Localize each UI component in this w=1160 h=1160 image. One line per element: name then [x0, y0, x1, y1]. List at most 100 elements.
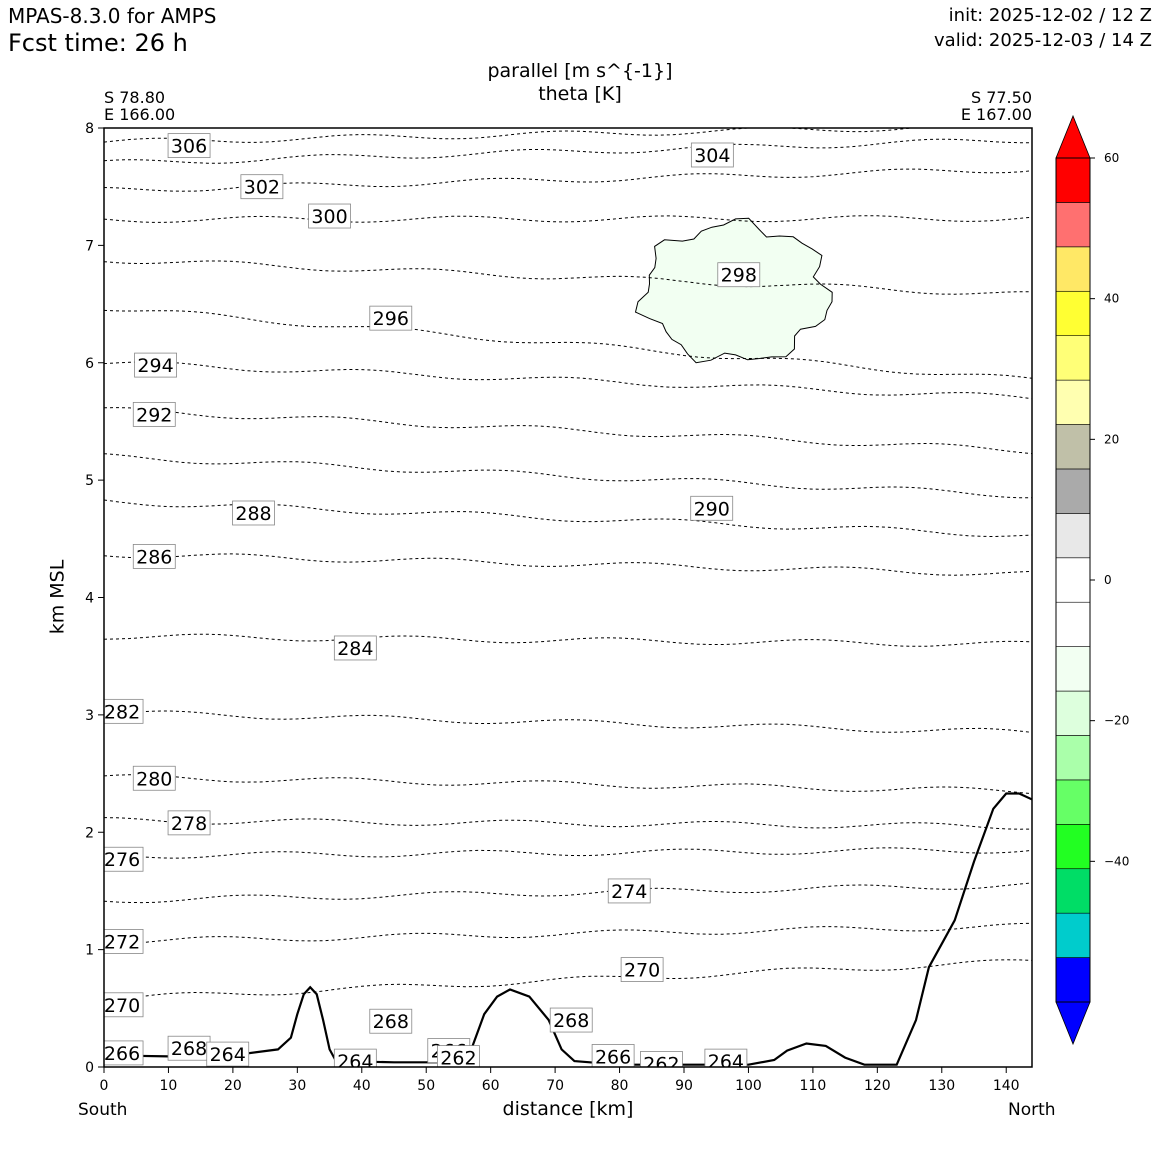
theta-label-box	[369, 305, 413, 331]
colorbar-tick-label: 40	[1104, 292, 1119, 306]
theta-label-box	[308, 203, 351, 229]
left-point-lat: S 78.80	[104, 88, 166, 107]
colorbar-segment	[1055, 868, 1091, 914]
theta-label-box	[690, 495, 734, 521]
colorbar-segment	[1055, 912, 1091, 958]
theta-label-box	[104, 929, 144, 954]
x-axis-label: distance [km]	[502, 1098, 634, 1120]
y-tick-label: 8	[85, 121, 94, 137]
theta-label-box	[704, 1048, 748, 1067]
theta-contour-302	[104, 168, 1032, 192]
colorbar-segment	[1055, 157, 1091, 203]
theta-label-box	[640, 1051, 683, 1067]
theta-contour-294	[104, 361, 1032, 400]
right-point-lon: E 167.00	[960, 105, 1032, 124]
colorbar-segment	[1055, 379, 1091, 425]
theta-contour-284	[104, 633, 1032, 647]
south-label: South	[78, 1100, 128, 1120]
colorbar-segment	[1055, 335, 1091, 381]
init-time: init: 2025-12-02 / 12 Z	[948, 5, 1152, 26]
theta-label: 292	[136, 404, 172, 426]
theta-contour-300	[104, 215, 1032, 223]
theta-contour-278	[104, 817, 1032, 830]
theta-label: 286	[136, 546, 172, 568]
forecast-time: Fcst time: 26 h	[8, 29, 188, 57]
theta-label: 290	[694, 498, 730, 520]
theta-label: 268	[171, 1038, 207, 1060]
x-tick-label: 10	[160, 1078, 178, 1094]
theta-label-box	[104, 846, 144, 872]
theta-label-box	[104, 1040, 144, 1066]
theta-label: 264	[708, 1051, 744, 1073]
terrain-line	[104, 792, 1032, 1066]
theta-label-box	[333, 1048, 377, 1067]
x-tick-label: 90	[675, 1078, 693, 1094]
colorbar-tick-label: −40	[1104, 854, 1129, 868]
theta-label: 266	[595, 1046, 631, 1068]
y-tick-label: 6	[85, 356, 94, 372]
theta-label-box	[167, 810, 211, 836]
theta-contour-270	[104, 959, 1032, 1002]
theta-contour-286	[104, 553, 1032, 576]
theta-label-box	[591, 1044, 635, 1067]
colorbar-segment	[1055, 557, 1091, 603]
theta-label-box	[549, 1007, 593, 1033]
theta-label: 300	[311, 206, 347, 228]
x-tick-label: 140	[993, 1078, 1020, 1094]
theta-label-box	[620, 957, 664, 982]
theta-label: 268	[553, 1010, 589, 1032]
theta-label-box	[167, 133, 211, 159]
theta-label-box	[717, 262, 761, 288]
theta-contour-290	[104, 453, 1032, 499]
theta-contour-306	[104, 128, 917, 143]
x-tick-label: 0	[100, 1078, 109, 1094]
colorbar-segment	[1055, 202, 1091, 248]
x-tick-label: 40	[353, 1078, 371, 1094]
theta-label: 304	[694, 145, 730, 167]
theta-label-box	[104, 698, 144, 724]
y-tick-label: 3	[85, 708, 94, 724]
colorbar-extend-max	[1055, 114, 1091, 159]
theta-contour-298	[104, 260, 1032, 295]
theta-label: 306	[171, 136, 207, 158]
colorbar-segment	[1055, 646, 1091, 692]
theta-label-box	[132, 765, 176, 791]
y-tick-label: 5	[85, 473, 94, 489]
theta-contour-296	[104, 309, 1032, 379]
colorbar-tick-label: −20	[1104, 714, 1129, 728]
theta-label: 302	[244, 177, 280, 199]
y-tick-label: 7	[85, 238, 94, 254]
theta-contour-280	[104, 774, 1032, 795]
theta-contour-282	[104, 710, 1032, 733]
colorbar-segment	[1055, 246, 1091, 292]
colorbar-segment	[1055, 468, 1091, 514]
colorbar-segment	[1055, 957, 1091, 1003]
left-point-lon: E 166.00	[104, 105, 176, 124]
theta-label-box	[369, 1008, 413, 1034]
theta-label-box	[206, 1041, 250, 1067]
theta-label: 270	[624, 960, 660, 982]
north-label: North	[1008, 1100, 1056, 1120]
x-tick-label: 80	[611, 1078, 629, 1094]
y-tick-label: 1	[85, 943, 94, 959]
theta-contour-288	[104, 499, 1032, 538]
theta-contour-274	[104, 882, 1032, 904]
model-title: MPAS-8.3.0 for AMPS	[8, 4, 217, 28]
theta-label: 296	[373, 308, 409, 330]
theta-label: 282	[104, 701, 140, 723]
valid-time: valid: 2025-12-03 / 14 Z	[934, 30, 1152, 51]
theta-label: 268	[373, 1011, 409, 1033]
theta-label-box	[437, 1045, 480, 1067]
colorbar-segment	[1055, 424, 1091, 470]
x-tick-label: 30	[288, 1078, 306, 1094]
x-tick-label: 130	[928, 1078, 955, 1094]
theta-label-box	[690, 142, 734, 168]
theta-contour-272	[104, 922, 1032, 945]
theta-label: 280	[136, 768, 172, 790]
y-tick-label: 4	[85, 591, 94, 607]
x-tick-label: 20	[224, 1078, 242, 1094]
theta-label: 294	[137, 355, 173, 377]
chart-subtitle: theta [K]	[538, 83, 622, 105]
x-tick-label: 60	[482, 1078, 500, 1094]
